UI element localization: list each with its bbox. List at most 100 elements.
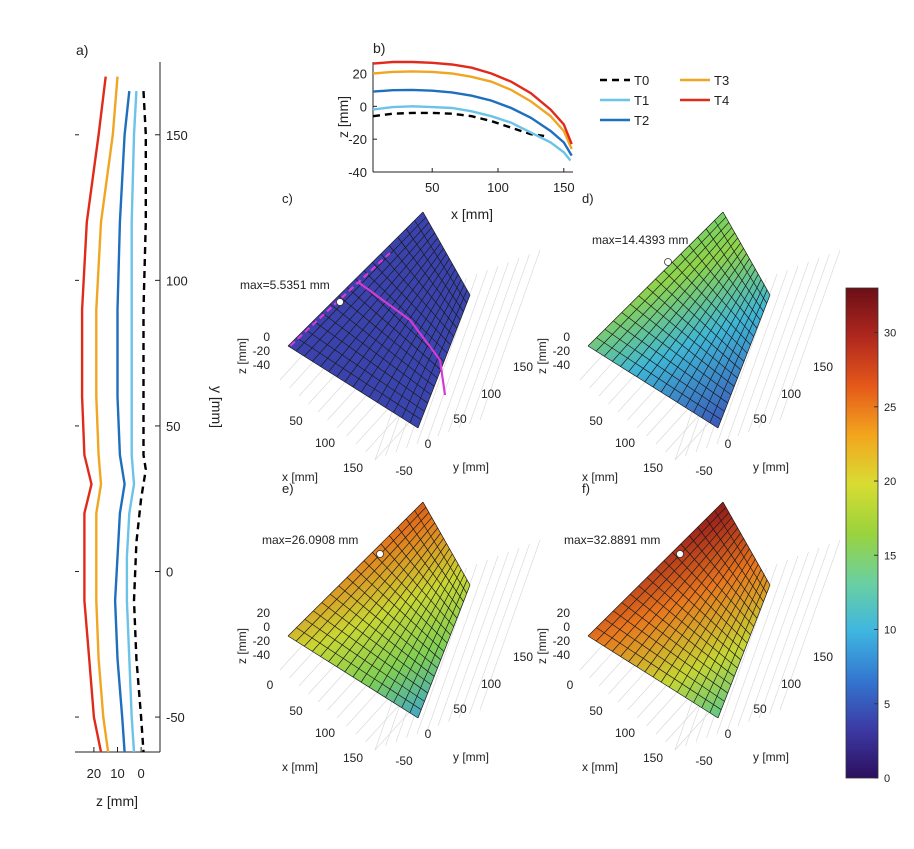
panel-a-ytick-label: 100 (166, 273, 188, 288)
panel-b-ytick-label: -40 (348, 165, 367, 180)
panel-e-max-label: max=26.0908 mm (262, 533, 358, 547)
panel-c-ztick-label: -40 (253, 358, 271, 372)
panel-a-label: a) (76, 42, 88, 58)
panel-d-ytick-label: 150 (813, 360, 833, 374)
panel-c-ztick-label: 0 (263, 330, 270, 344)
panel-c-max-marker (336, 298, 344, 306)
panel-e-max-marker (376, 550, 384, 558)
legend-label-T3: T3 (714, 73, 729, 88)
panel-c-xtick-label: 100 (315, 436, 335, 450)
panel-e-label: e) (282, 481, 294, 496)
panel-b-series-T0 (372, 111, 545, 138)
panel-a-ytick-label: -50 (166, 710, 185, 725)
panel-f-ytick-label: 150 (813, 650, 833, 664)
panel-c-max-label: max=5.5351 mm (240, 278, 330, 292)
panel-d-label: d) (582, 191, 594, 206)
panel-e-xtick-label: 100 (315, 726, 335, 740)
panel-f-ytick-label: 50 (753, 702, 767, 716)
panel-a-series-T1 (125, 91, 138, 753)
panel-b-xlabel: x [mm] (451, 206, 493, 222)
panel-b-ylabel: z [mm] (335, 96, 351, 138)
panel-b-xtick-label: 50 (425, 180, 439, 195)
colorbar-bar (845, 287, 879, 779)
panel-e-ytick-label: 100 (481, 677, 501, 691)
panel-b-series-T2 (372, 88, 573, 157)
colorbar-tick-label: 15 (884, 550, 896, 562)
panel-d-ytick-label: 100 (781, 387, 801, 401)
panel-c-ytick-label: 100 (481, 387, 501, 401)
panel-b-series-T4 (372, 60, 573, 145)
panel-a-xtick-label: 0 (137, 766, 144, 781)
legend-label-T4: T4 (714, 93, 729, 108)
panel-d-surface (588, 212, 770, 428)
panel-d-ztick-label: -20 (553, 344, 571, 358)
panel-e-ytick-label: 150 (513, 650, 533, 664)
colorbar: 0 5 10 15 20 25 30 (845, 287, 896, 785)
colorbar-tick-label: 30 (884, 328, 896, 340)
panel-f-ztick-label: 20 (557, 606, 571, 620)
panel-c-xtick-label: 150 (343, 461, 363, 475)
panel-d-xlabel: x [mm] (582, 470, 618, 484)
panel-e-xtick-label: 0 (267, 678, 274, 692)
panel-d-ytick-label: -50 (695, 464, 713, 478)
panel-d-ytick-label: 0 (725, 437, 732, 451)
panel-e-xlabel: x [mm] (282, 760, 318, 774)
legend-label-T1: T1 (634, 93, 649, 108)
panel-e-ytick-label: 0 (425, 727, 432, 741)
colorbar-tick-label: 10 (884, 625, 896, 637)
panel-f-xtick-label: 0 (567, 678, 574, 692)
panel-c-surface (288, 212, 470, 428)
panel-a-series-T3 (95, 76, 119, 753)
panel-d-ylabel: y [mm] (753, 460, 789, 474)
panel-b-ytick-label: -20 (348, 132, 367, 147)
panel-f-surface (588, 502, 770, 718)
panel-d-max-marker (664, 258, 672, 266)
panel-c-zlabel: z [mm] (235, 338, 249, 374)
panel-b-ytick-label: 20 (353, 66, 367, 81)
panel-e-ytick-label: 50 (453, 702, 467, 716)
panel-a-series-T2 (113, 90, 131, 753)
panel-e-xtick-label: 50 (289, 704, 303, 718)
panel-c-xtick-label: 50 (289, 414, 303, 428)
panel-c-ylabel: y [mm] (453, 460, 489, 474)
panel-a-series-T4 (80, 76, 107, 753)
panel-e-ylabel: y [mm] (453, 750, 489, 764)
panel-b-axes (372, 62, 573, 173)
panel-f-ytick-label: 100 (781, 677, 801, 691)
panel-f-max-marker (676, 550, 684, 558)
panel-e-mesh (287, 501, 471, 719)
legend-label-T2: T2 (634, 113, 649, 128)
panel-b-ytick-label: 0 (360, 99, 367, 114)
panel-d-mesh (587, 211, 771, 429)
panel-f-max-label: max=32.8891 mm (564, 533, 660, 547)
panel-c-ytick-label: 50 (453, 412, 467, 426)
panel-f-ytick-label: -50 (695, 754, 713, 768)
panel-e-xtick-label: 150 (343, 751, 363, 765)
panel-c-section-line-1 (289, 252, 391, 347)
panel-e-ztick-label: -20 (253, 634, 271, 648)
panel-b-legend: T0 T3 T1 T4 T2 (600, 73, 729, 128)
panel-d-xtick-label: 100 (615, 436, 635, 450)
panel-e-zlabel: z [mm] (235, 628, 249, 664)
panel-f-ztick-label: -20 (553, 634, 571, 648)
panel-d-ztick-label: -40 (553, 358, 571, 372)
panel-d-zlabel: z [mm] (535, 338, 549, 374)
colorbar-tick-label: 25 (884, 402, 896, 414)
colorbar-tick-label: 0 (884, 773, 890, 785)
panel-a-xtick-label: 10 (110, 766, 124, 781)
panel-f-xtick-label: 150 (643, 751, 663, 765)
panel-a-series-T0 (132, 91, 148, 753)
panel-b-series-T1 (372, 105, 572, 162)
panel-f-ylabel: y [mm] (753, 750, 789, 764)
panel-f-zlabel: z [mm] (535, 628, 549, 664)
panel-f-label: f) (582, 481, 590, 496)
panel-c-ztick-label: -20 (253, 344, 271, 358)
panel-a-xlabel: z [mm] (96, 793, 138, 809)
colorbar-tick-label: 5 (884, 699, 890, 711)
panel-d-max-label: max=14.4393 mm (592, 233, 688, 247)
